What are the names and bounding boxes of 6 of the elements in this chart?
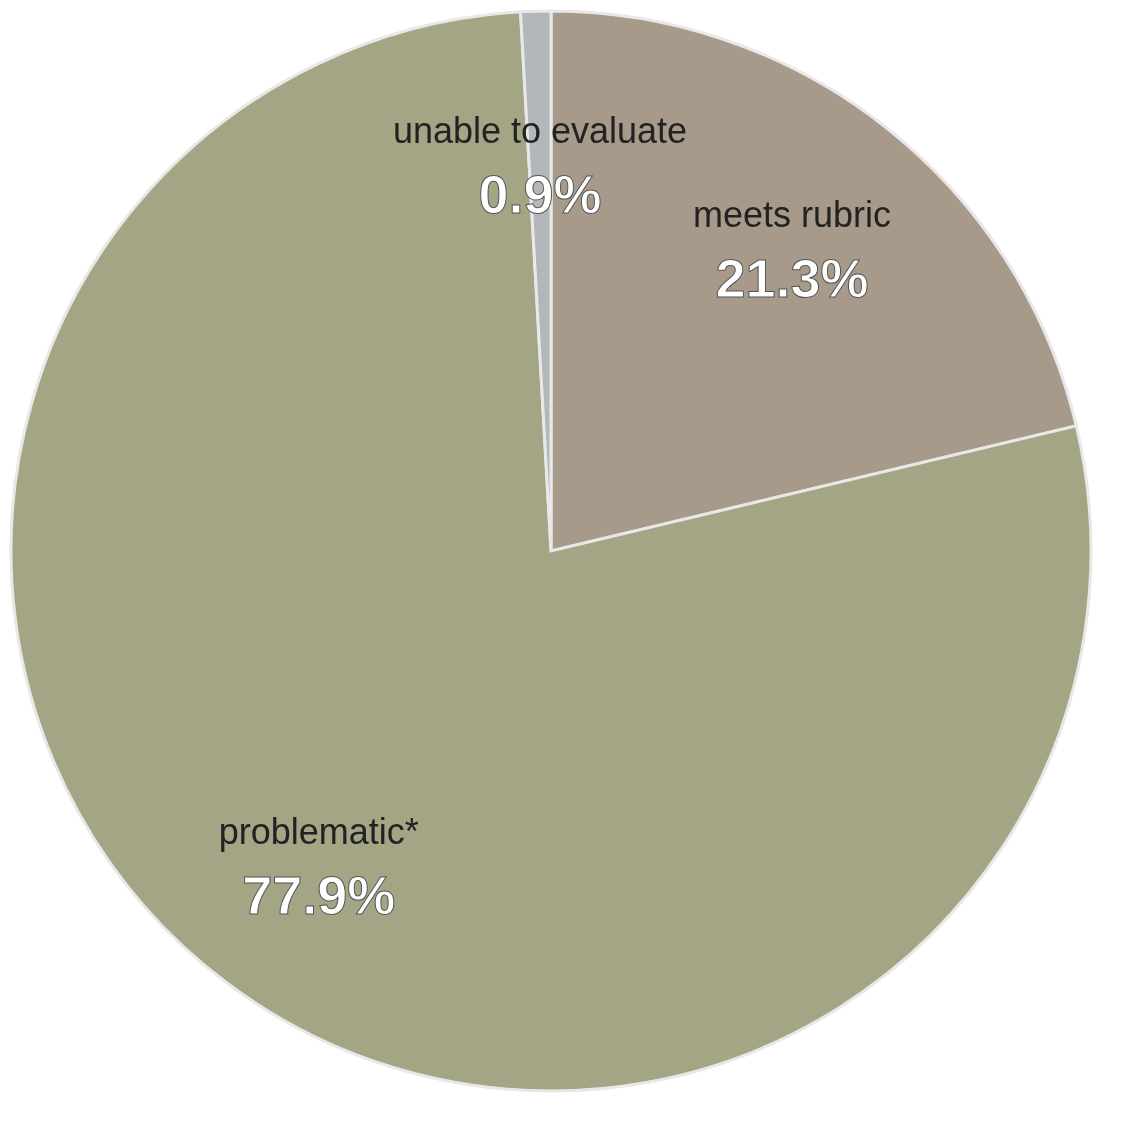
- pie-slice: [9, 10, 1093, 1093]
- slice-label: meets rubric: [692, 193, 892, 235]
- slice-label: problematic*: [218, 810, 419, 852]
- slice-label: unable to evaluate: [392, 110, 688, 152]
- data-label: 77.9%: [242, 864, 396, 925]
- data-label: 21.3%: [715, 247, 869, 308]
